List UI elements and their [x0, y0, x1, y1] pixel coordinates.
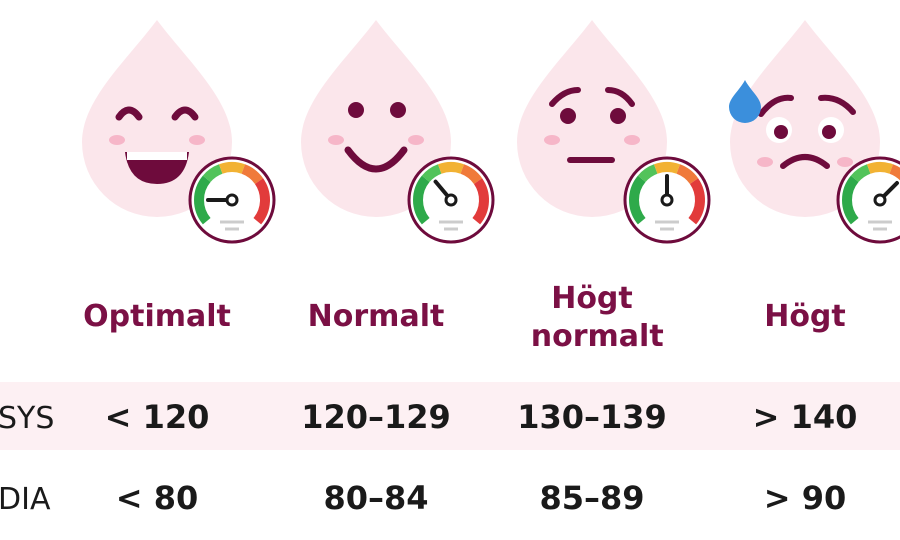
gauge-hub [225, 193, 239, 207]
eye [348, 102, 364, 118]
eye [610, 108, 626, 124]
eye [390, 102, 406, 118]
gauge-hub [444, 193, 458, 207]
cheek [837, 157, 853, 167]
gauge-arc [472, 178, 489, 225]
column-label: Högt [764, 299, 846, 334]
dia-value: 80–84 [323, 479, 428, 517]
sys-row-label: SYS [0, 401, 54, 436]
mouth [780, 154, 830, 169]
eye [560, 108, 576, 124]
dia-value: > 90 [764, 479, 846, 517]
drop [517, 20, 667, 217]
column-label: Normalt [308, 299, 445, 334]
label-line: Högt [551, 281, 633, 316]
brow [758, 94, 794, 117]
sys-value: 130–139 [517, 398, 667, 436]
mouth [344, 146, 408, 173]
gauge-arc [850, 164, 871, 183]
cheek [328, 135, 344, 145]
dia-value: 85–89 [539, 479, 644, 517]
gauge-arc [676, 164, 699, 185]
column: Optimalt < 120 < 80 [82, 20, 276, 517]
eye [171, 106, 199, 121]
gauge-arc [241, 164, 264, 185]
sweat-drop [729, 80, 761, 123]
gauge-arc [688, 178, 705, 225]
eye [115, 106, 143, 121]
sys-value: > 140 [753, 398, 858, 436]
cheek [408, 135, 424, 145]
column: Högt normalt 130–139 85–89 [517, 20, 711, 517]
sys-value: 120–129 [301, 398, 451, 436]
cheek [624, 135, 640, 145]
gauge-arc [194, 175, 211, 225]
drop [730, 20, 880, 217]
column: Högt > 140 > 90 [729, 20, 900, 517]
face [757, 94, 856, 169]
cheek [189, 135, 205, 145]
label-line: normalt [520, 319, 663, 354]
gauge-arc [460, 164, 483, 185]
brow [818, 94, 856, 115]
teeth [127, 152, 187, 160]
gauge-arc [438, 162, 464, 174]
face [328, 102, 424, 173]
sys-row-band [0, 382, 900, 450]
cheek [757, 157, 773, 167]
dia-value: < 80 [116, 479, 198, 517]
gauge-arc [842, 175, 859, 225]
dia-row-label: DIA [0, 482, 51, 517]
column: Normalt 120–129 80–84 [301, 20, 495, 517]
gauge-arc [253, 178, 270, 225]
gauge-arc [421, 164, 442, 183]
gauge-arc [889, 164, 900, 181]
cheek [544, 135, 560, 145]
gauge-arc [867, 162, 893, 174]
eye [774, 125, 788, 139]
face [109, 106, 205, 184]
drop [301, 20, 451, 217]
gauge-hub [873, 193, 887, 207]
gauge-arc [629, 175, 646, 225]
gauge-arc [413, 175, 430, 225]
eye [822, 125, 836, 139]
column-label: Högt normalt [520, 281, 663, 354]
drop [82, 20, 232, 217]
column-label: Optimalt [83, 299, 231, 334]
gauge-arc [637, 164, 658, 183]
brow [549, 87, 581, 107]
gauge-hub [660, 193, 674, 207]
cheek [109, 135, 125, 145]
gauge-arc [654, 162, 680, 174]
brow [605, 87, 635, 107]
sys-value: < 120 [105, 398, 210, 436]
gauge-arc [202, 164, 223, 183]
face [544, 87, 640, 163]
gauge-arc [219, 162, 245, 174]
